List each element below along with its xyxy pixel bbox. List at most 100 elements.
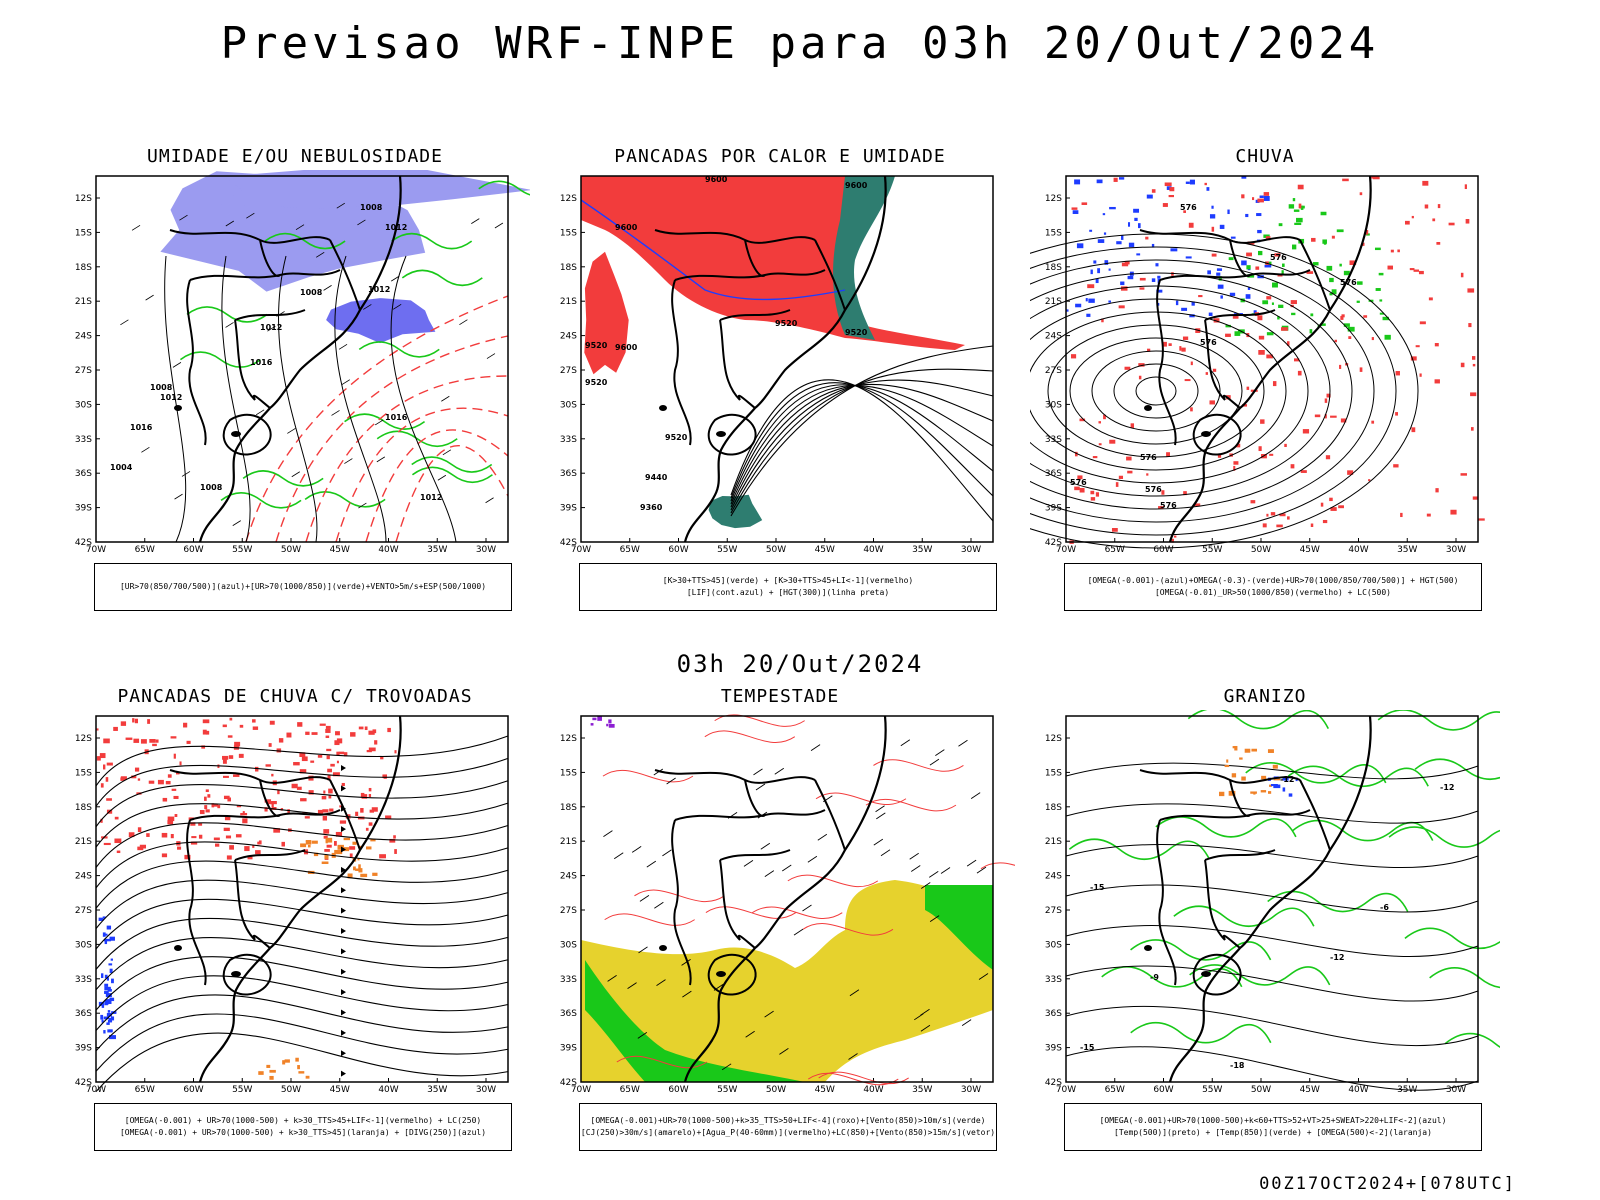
rain-speckle (1413, 269, 1420, 272)
rain-speckle (1171, 272, 1174, 276)
streamline-850hpa (980, 862, 1015, 870)
storm-speckle (379, 854, 386, 859)
storm-speckle (308, 790, 314, 795)
lon-tick-label: 35W (912, 545, 932, 555)
rain-speckle (1228, 257, 1234, 261)
storm-speckle (278, 738, 284, 743)
omega-speckle (1253, 791, 1256, 795)
wind-vector (486, 353, 496, 359)
storm-speckle (327, 775, 331, 781)
rain-speckle (1324, 414, 1327, 419)
temperature-500-contour (1065, 844, 1479, 868)
rain-speckle (1088, 298, 1095, 303)
streamline-850hpa (787, 874, 879, 887)
omega-speckle (1267, 791, 1272, 794)
state-borders (654, 769, 846, 986)
storm-speckle (322, 815, 328, 821)
legend-line: [Temp(500)](preto) + [Temp(850)](verde) … (1114, 1128, 1432, 1137)
rain-speckle (1220, 295, 1223, 299)
rain-speckle (1079, 418, 1086, 422)
rain-speckle (1331, 289, 1337, 295)
lon-tick-label: 50W (1251, 545, 1271, 555)
storm-speckle (394, 849, 397, 854)
rain-speckle (1247, 274, 1255, 278)
rain-speckle (1089, 229, 1093, 232)
lake-marker (659, 945, 667, 951)
storm-speckle (317, 754, 323, 758)
rain-speckle (1464, 184, 1467, 190)
storm-speckle (368, 787, 372, 792)
rain-speckle (1379, 312, 1385, 315)
humidity-fields (120, 170, 530, 543)
streamline-850hpa (705, 906, 797, 919)
lon-tick-label: 40W (863, 1085, 883, 1095)
storm-speckle (370, 839, 376, 842)
coastline (198, 715, 402, 1083)
lat-tick-label: 21S (75, 297, 92, 307)
rain-speckle (1124, 366, 1131, 370)
storm-speckle (387, 727, 391, 733)
hail-fields (1065, 710, 1500, 1091)
lat-tick-label: 15S (1045, 228, 1062, 238)
wind-vector (141, 446, 150, 453)
rain-speckle (1363, 315, 1368, 318)
rain-speckle (1072, 210, 1079, 214)
storm-speckle (228, 755, 234, 759)
storm-speckle (322, 809, 329, 813)
rain-speckle (1124, 261, 1130, 265)
rain-speckle (1171, 538, 1174, 543)
rain-speckle (1310, 523, 1314, 527)
rain-speckle (1257, 198, 1264, 203)
state-borders (1139, 229, 1331, 446)
wind-vector (338, 343, 348, 350)
storm-speckle (165, 780, 171, 785)
lat-tick-label: 24S (1045, 332, 1062, 342)
lat-tick-label: 12S (1045, 194, 1062, 204)
wind-vector (631, 846, 642, 853)
wind-vector (357, 219, 366, 226)
storm-speckle (335, 831, 343, 837)
wind-vector (753, 768, 763, 776)
contour-label: 9600 (705, 175, 728, 184)
rain-speckle (1347, 326, 1355, 332)
map-frame (1065, 715, 1479, 1083)
storm-speckle (273, 828, 281, 833)
panel-title: UMIDADE E/OU NEBULOSIDADE (147, 146, 443, 167)
geopotential-contour (1135, 376, 1177, 406)
storm-speckle (125, 737, 133, 740)
wind-vector (656, 979, 666, 987)
storm-speckle (199, 809, 205, 815)
storm-speckle (179, 761, 182, 766)
storm-speckle (296, 786, 302, 790)
rain-speckle (1155, 263, 1159, 267)
temperature-850-contour (1388, 826, 1500, 848)
storm-speckle (213, 837, 220, 841)
rain-speckle (1297, 370, 1302, 376)
storm-speckle (100, 818, 103, 823)
streamline (95, 994, 509, 1052)
lat-tick-label: 24S (560, 332, 577, 342)
divergence-speckle (103, 1016, 110, 1020)
high-humidity-area (326, 298, 436, 344)
lon-tick-label: 60W (668, 545, 688, 555)
rain-speckle (1279, 513, 1286, 517)
rain-speckle (1079, 487, 1085, 493)
rain-speckle (1070, 354, 1077, 359)
lake-marker (231, 431, 241, 437)
lon-tick-label: 65W (135, 545, 155, 555)
storm-speckle (368, 730, 375, 735)
storm-speckle (264, 799, 272, 803)
contour-label: 1016 (130, 423, 153, 432)
omega-speckle (1219, 791, 1225, 797)
rain-speckle (1257, 250, 1263, 256)
rain-speckle (1436, 241, 1441, 245)
rain-speckle (1145, 236, 1149, 240)
streamline (95, 879, 509, 929)
lon-tick-label: 45W (330, 545, 350, 555)
